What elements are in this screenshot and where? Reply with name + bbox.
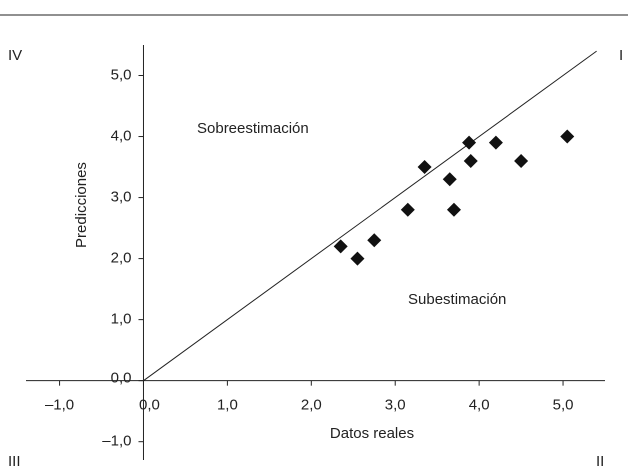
x-tick-label: –1,0 [45,397,74,414]
annotation: Subestimación [408,291,506,308]
point [463,153,478,168]
x-tick-label: 0,0 [139,397,160,414]
x-axis-title: Datos reales [330,425,414,442]
point [488,135,503,150]
point [462,135,477,150]
y-axis-title: Predicciones [73,162,90,248]
y-tick-label: –1,0 [102,433,131,450]
quadrant-label: I [619,47,623,64]
point [417,160,432,175]
point [560,129,575,144]
identity-line [143,50,597,382]
point [514,153,529,168]
point [446,202,461,217]
point [400,202,415,217]
y-tick-label: 4,0 [111,128,132,145]
point [350,251,365,266]
y-tick-label: 5,0 [111,66,132,83]
x-tick-label: 2,0 [301,397,322,414]
x-tick-label: 1,0 [217,397,238,414]
quadrant-label: III [8,453,21,470]
annotation: Sobreestimación [197,120,309,137]
x-tick-label: 3,0 [385,397,406,414]
y-tick-label: 2,0 [111,250,132,267]
y-tick-label: 3,0 [111,189,132,206]
point [442,172,457,187]
point [333,239,348,254]
quadrant-label: IV [8,47,22,64]
point [367,233,382,248]
y-tick-label: 0,0 [111,370,132,387]
y-tick-label: 1,0 [111,311,132,328]
x-tick-label: 4,0 [469,397,490,414]
quadrant-label: II [596,453,604,470]
x-tick-label: 5,0 [553,397,574,414]
